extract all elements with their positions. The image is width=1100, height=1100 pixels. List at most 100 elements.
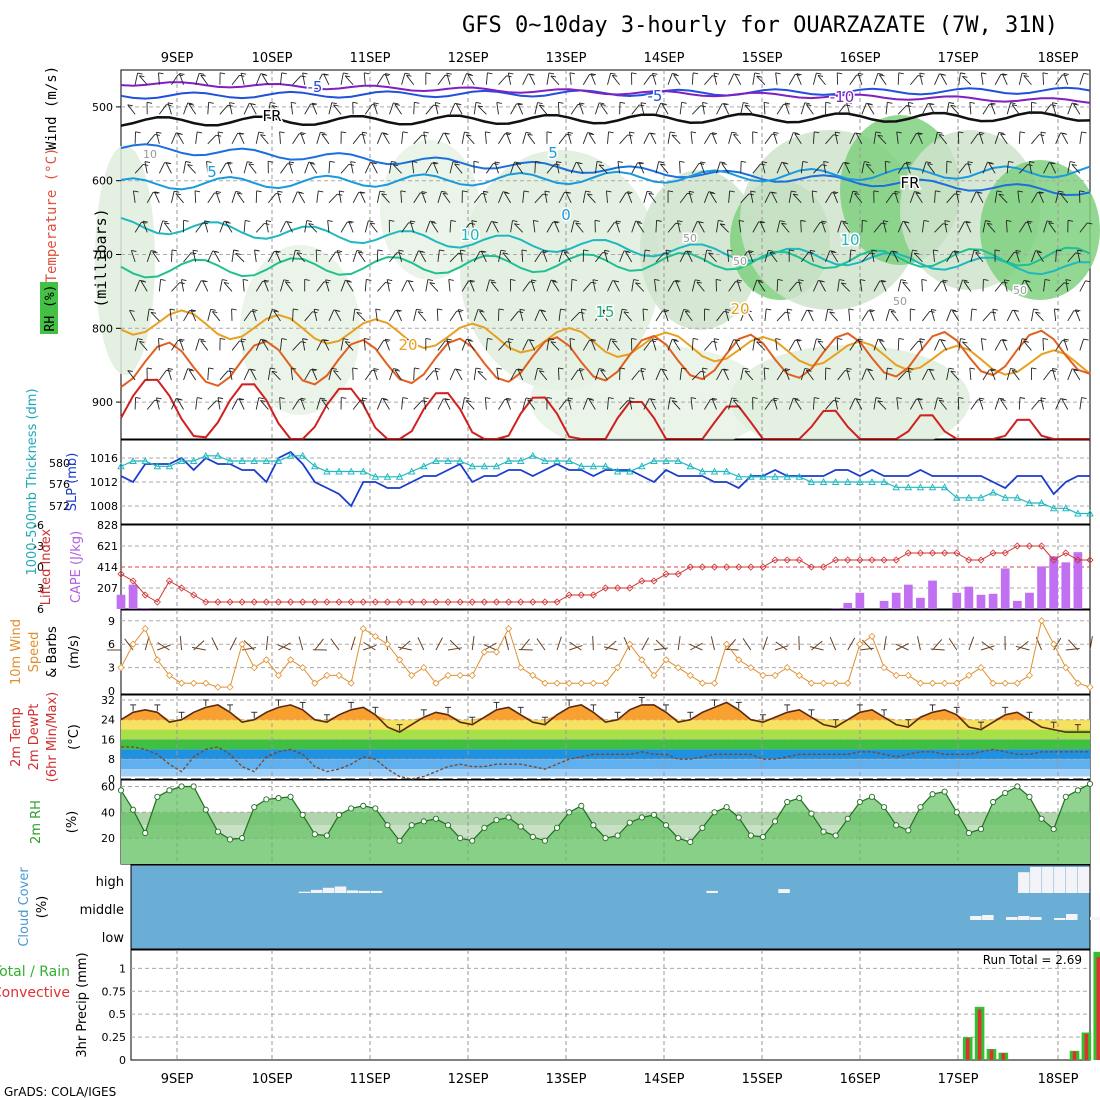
wind-barb-flag	[804, 102, 810, 105]
rh-point	[505, 814, 512, 821]
wind-barb	[171, 282, 180, 292]
wind-barb	[261, 74, 269, 85]
wind-barb-flag	[1073, 310, 1080, 313]
wind-barb	[473, 251, 481, 263]
wind-barb-flag	[866, 368, 872, 371]
wind-barb	[742, 638, 752, 651]
wind-barb-flag	[998, 193, 1004, 196]
thickness-point	[1062, 504, 1070, 512]
wind-barb-flag	[916, 132, 922, 135]
lifted-index-point	[541, 598, 549, 606]
wind-barb-flag	[448, 279, 454, 281]
wind-barb	[570, 220, 575, 233]
wind-barb	[400, 190, 403, 203]
wind-barb	[213, 251, 221, 263]
wind-barb	[661, 103, 669, 115]
wind-barb	[333, 370, 342, 381]
wind-barb-flag	[745, 309, 751, 312]
wind-barb-flag	[914, 191, 920, 194]
wind-barb-flag	[466, 73, 472, 75]
wind-barb-flag	[963, 281, 970, 284]
temperature-side-label: Temperature (°C)	[44, 148, 60, 283]
wind-barb-flag	[842, 222, 848, 224]
thickness-point	[238, 457, 246, 464]
cloud-level-label: middle	[80, 903, 124, 918]
lifted-index-point	[117, 570, 125, 578]
wind-barb-flag	[485, 397, 491, 399]
wind-barb-flag	[419, 251, 425, 253]
wind-barb	[444, 132, 451, 144]
lifted-index-point	[153, 598, 161, 606]
wind-barb	[592, 279, 596, 292]
wind-barb-flag	[154, 191, 160, 194]
wind-barb	[1017, 190, 1020, 203]
wind-barb	[558, 250, 563, 263]
wind-barb-flag	[990, 102, 996, 105]
wind-barb	[708, 252, 717, 263]
wind-barb	[582, 132, 588, 144]
wind-barb	[369, 222, 378, 233]
wind-barb	[144, 161, 148, 174]
wind-barb-flag	[135, 397, 141, 399]
wind-barb	[1043, 104, 1052, 115]
wind-barb	[994, 339, 1002, 351]
wind-barb	[394, 104, 402, 115]
wind-barb	[677, 220, 681, 233]
wind-barb-flag	[673, 339, 679, 342]
wind-barb-flag	[912, 249, 918, 252]
cape-bar	[140, 607, 150, 609]
rh-point	[142, 829, 149, 837]
wind-barb	[615, 220, 621, 233]
wind-barb	[177, 133, 184, 145]
wind-barb	[607, 397, 609, 410]
wind-barb-flag	[437, 308, 443, 311]
rh-legend-swatch	[40, 282, 58, 334]
wind-barb	[449, 639, 461, 651]
wind-barb	[762, 636, 768, 651]
wind-barb	[713, 72, 717, 85]
wind-barb-flag	[293, 308, 299, 311]
wind-label-3: & Barbs	[45, 626, 60, 678]
wind-barb-flag	[1015, 249, 1021, 252]
wind-barb-flag	[789, 249, 795, 252]
wind-barb	[158, 338, 160, 351]
wind-barb-flag	[496, 367, 502, 370]
wind-barb	[255, 339, 262, 351]
wind-barb	[328, 193, 338, 204]
lifted-index-point	[989, 549, 997, 557]
wind-barb	[567, 132, 572, 144]
thickness-point	[371, 472, 380, 480]
wind-barb	[764, 133, 773, 145]
wind-barb	[861, 368, 867, 381]
wind-barb	[627, 191, 633, 204]
wind-barb	[536, 638, 546, 651]
wind-barb-flag	[406, 340, 412, 343]
wind-barb-flag	[366, 279, 372, 281]
cape-tick: 828	[97, 519, 118, 532]
wind-barb	[1006, 251, 1015, 263]
cape-bar	[1025, 592, 1034, 609]
wind-barb-flag	[746, 310, 752, 313]
wind-barb-flag	[1085, 280, 1091, 283]
temperature-contour	[120, 378, 1090, 440]
wind-barb	[744, 104, 754, 115]
wind-barb-flag	[137, 338, 143, 341]
wind-barb-flag	[711, 397, 718, 400]
wind-barb-flag	[377, 249, 383, 252]
wind-barb	[885, 367, 888, 381]
wind-barb	[981, 641, 994, 651]
wind-barb-flag	[333, 104, 339, 107]
wind-barb-flag	[1013, 309, 1019, 312]
wind-barb	[200, 340, 209, 351]
cloud-high-bar	[1042, 867, 1054, 893]
wind-barb-flag	[756, 341, 762, 344]
wind-barb	[1079, 338, 1085, 351]
wind-barb	[865, 163, 875, 174]
wind-barb-flag	[771, 191, 777, 194]
wind-barb	[655, 310, 663, 322]
wind-barb	[631, 104, 640, 115]
wind-barb	[465, 400, 475, 410]
wind-barb-flag	[679, 160, 685, 163]
wind-barb-flag	[494, 161, 500, 164]
wind-barb-flag	[552, 221, 559, 224]
